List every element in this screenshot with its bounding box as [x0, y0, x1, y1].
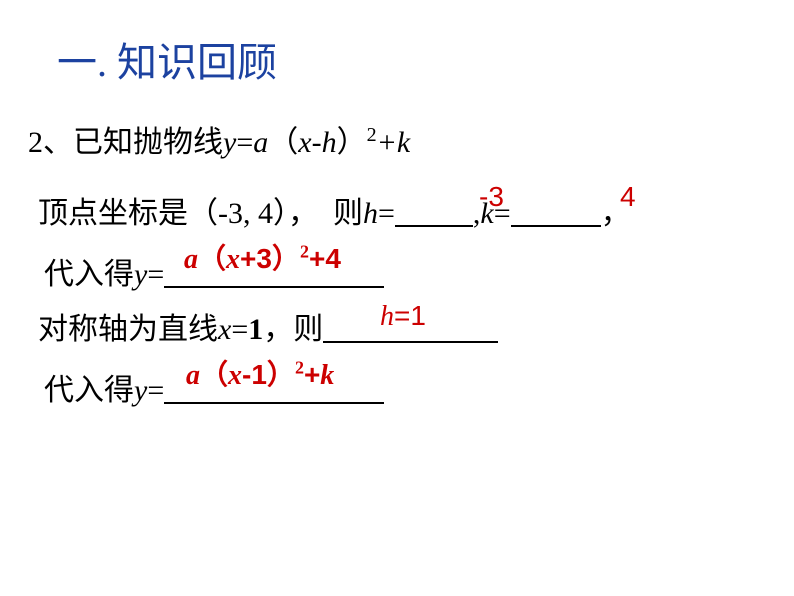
- var-y: y: [223, 126, 236, 159]
- answer-h: -3: [479, 181, 504, 214]
- exp: 2: [295, 358, 304, 378]
- a: a: [184, 244, 198, 275]
- plus3: +3: [240, 243, 272, 274]
- eq1: =1: [394, 300, 426, 331]
- answer-expr2: a（x-1）2+k: [186, 353, 334, 393]
- eq: =: [236, 126, 253, 159]
- text-ze: 则: [333, 197, 363, 230]
- section-title: 一. 知识回顾: [57, 30, 277, 88]
- var-k: k: [397, 126, 410, 159]
- answer-sym: h=1: [380, 300, 426, 333]
- text: 对称轴为直线: [38, 313, 218, 346]
- answer-expr1: a（x+3）2+4: [184, 237, 341, 277]
- var-y: y: [134, 374, 147, 407]
- text2: ，则: [263, 313, 323, 346]
- blank-h: [395, 197, 473, 227]
- eq: =: [147, 374, 164, 407]
- eq: =: [231, 313, 248, 346]
- tail: +4: [309, 243, 341, 274]
- rp: ）: [267, 360, 295, 391]
- var-h: h: [363, 197, 378, 230]
- minus1: -1: [242, 359, 267, 390]
- answer-k: 4: [620, 181, 636, 214]
- eq: =: [147, 258, 164, 291]
- text: 代入得: [44, 258, 134, 291]
- x: x: [226, 244, 240, 275]
- prob-num: 2、: [28, 126, 73, 159]
- problem-line-4: 对称轴为直线x=1，则: [38, 304, 498, 348]
- eq: =: [378, 197, 395, 230]
- problem-line-2: 顶点坐标是（-3, 4）， 则h=,k=，: [38, 188, 631, 232]
- plus: +: [377, 126, 397, 159]
- var-h: h: [322, 126, 337, 159]
- blank-k: [511, 197, 601, 227]
- exp: 2: [367, 124, 377, 146]
- text: 顶点坐标是（-3, 4），: [38, 197, 318, 230]
- text: 已知抛物线: [73, 126, 223, 159]
- k: k: [320, 360, 334, 391]
- h: h: [380, 301, 394, 332]
- lparen: （: [268, 126, 298, 159]
- lp: （: [198, 244, 226, 275]
- var-x: x: [298, 126, 311, 159]
- var-a: a: [253, 126, 268, 159]
- one: 1: [248, 313, 263, 346]
- minus: -: [312, 126, 322, 159]
- x: x: [228, 360, 242, 391]
- text: 代入得: [44, 374, 134, 407]
- rparen: ）: [337, 126, 367, 159]
- exp: 2: [300, 242, 309, 262]
- lp: （: [200, 360, 228, 391]
- problem-line-1: 2、已知抛物线y=a（x-h）2+k: [28, 117, 410, 161]
- var-x: x: [218, 313, 231, 346]
- rp: ）: [272, 244, 300, 275]
- var-y: y: [134, 258, 147, 291]
- a: a: [186, 360, 200, 391]
- plus: +: [304, 359, 320, 390]
